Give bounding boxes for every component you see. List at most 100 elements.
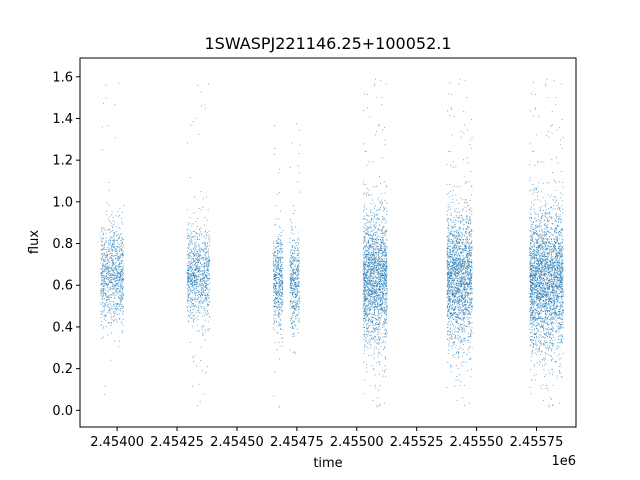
data-point — [280, 249, 282, 250]
data-point — [458, 352, 460, 354]
data-point — [460, 136, 462, 138]
data-point — [282, 281, 284, 283]
data-point — [368, 280, 370, 282]
data-point — [372, 319, 374, 321]
data-point — [280, 266, 282, 267]
data-point — [109, 296, 111, 298]
data-point — [371, 255, 373, 257]
data-point — [369, 300, 371, 302]
data-point — [111, 245, 113, 247]
data-point — [195, 269, 197, 271]
data-point — [295, 304, 297, 305]
data-point — [374, 346, 376, 348]
data-point — [466, 354, 468, 355]
data-point — [294, 226, 296, 228]
data-point — [378, 281, 380, 283]
data-point — [374, 261, 376, 262]
data-point — [372, 331, 374, 333]
data-point — [362, 272, 364, 274]
data-point — [273, 243, 275, 244]
data-point — [367, 259, 369, 261]
data-point — [367, 251, 369, 253]
data-point — [112, 279, 114, 280]
data-point — [101, 324, 103, 326]
data-point — [465, 180, 467, 182]
data-point — [275, 288, 277, 290]
data-point — [205, 266, 207, 267]
data-point — [295, 287, 297, 289]
data-point — [200, 293, 202, 295]
data-point — [195, 275, 196, 277]
data-point — [363, 143, 364, 145]
data-point — [101, 279, 102, 281]
data-point — [108, 284, 110, 286]
data-point — [120, 301, 121, 302]
data-point — [471, 249, 473, 250]
data-point — [373, 258, 374, 260]
data-point — [100, 284, 102, 285]
data-point — [188, 252, 190, 254]
data-point — [386, 305, 388, 307]
data-point — [381, 302, 383, 304]
data-point — [118, 264, 120, 266]
data-point — [372, 238, 374, 240]
data-point — [383, 296, 384, 298]
data-point — [189, 266, 191, 268]
data-point — [102, 259, 104, 261]
data-point — [272, 260, 274, 262]
data-point — [274, 371, 276, 373]
data-point — [382, 341, 384, 343]
data-point — [120, 257, 121, 258]
data-point — [292, 274, 294, 276]
data-point — [116, 272, 118, 274]
data-point — [381, 261, 383, 263]
data-point — [206, 273, 208, 274]
data-point — [196, 232, 198, 234]
data-point — [369, 294, 371, 296]
data-point — [205, 259, 207, 260]
data-point — [119, 228, 121, 229]
data-point — [368, 302, 370, 304]
data-point — [379, 351, 381, 353]
data-point — [384, 402, 385, 404]
data-point — [278, 249, 279, 251]
data-point — [378, 284, 380, 286]
data-point — [384, 270, 386, 271]
data-point — [198, 302, 200, 303]
data-point — [278, 279, 279, 280]
data-point — [207, 279, 209, 281]
data-point — [278, 292, 280, 294]
data-point — [369, 238, 371, 240]
data-point — [377, 294, 379, 296]
data-point — [205, 229, 207, 231]
data-point — [386, 330, 387, 332]
data-point — [379, 202, 381, 204]
data-point — [382, 238, 384, 240]
data-point — [368, 330, 370, 332]
data-point — [380, 296, 382, 298]
data-point — [279, 287, 281, 288]
data-point — [282, 286, 284, 288]
data-point — [292, 276, 293, 278]
data-point — [375, 338, 377, 340]
data-point — [102, 265, 104, 267]
data-point — [104, 309, 105, 311]
data-point — [369, 289, 371, 291]
data-point — [372, 288, 373, 289]
data-point — [382, 216, 383, 217]
data-point — [377, 274, 379, 275]
data-point — [370, 223, 372, 225]
data-point — [371, 294, 373, 296]
data-point — [363, 321, 365, 323]
data-point — [193, 276, 195, 277]
data-point — [364, 305, 366, 307]
data-point — [471, 277, 473, 279]
data-point — [188, 268, 189, 270]
data-point — [204, 285, 206, 287]
data-point — [293, 263, 295, 265]
data-point — [115, 277, 117, 279]
data-point — [363, 110, 365, 112]
data-point — [121, 298, 123, 299]
data-point — [118, 226, 120, 228]
data-point — [278, 287, 279, 289]
